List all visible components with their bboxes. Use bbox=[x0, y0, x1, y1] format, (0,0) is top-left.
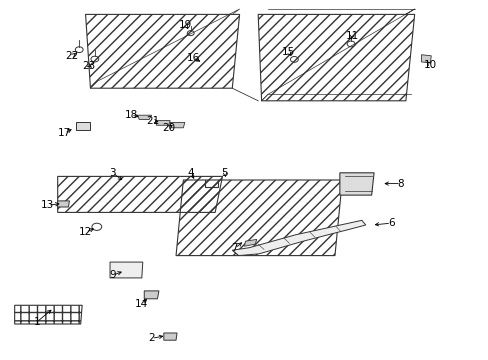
Text: 17: 17 bbox=[58, 128, 71, 138]
Text: 7: 7 bbox=[231, 243, 238, 253]
Polygon shape bbox=[232, 220, 365, 256]
Text: 4: 4 bbox=[187, 168, 194, 178]
Polygon shape bbox=[110, 262, 142, 278]
Polygon shape bbox=[421, 55, 430, 63]
Text: 14: 14 bbox=[135, 299, 148, 309]
Text: 5: 5 bbox=[221, 168, 228, 178]
Polygon shape bbox=[155, 121, 170, 125]
Polygon shape bbox=[163, 333, 177, 340]
Polygon shape bbox=[76, 122, 90, 130]
Text: 21: 21 bbox=[145, 116, 159, 126]
Polygon shape bbox=[244, 239, 256, 246]
Polygon shape bbox=[144, 291, 159, 299]
Text: 8: 8 bbox=[397, 179, 404, 189]
Polygon shape bbox=[170, 122, 184, 128]
Text: 2: 2 bbox=[148, 333, 155, 343]
Text: 15: 15 bbox=[281, 47, 295, 57]
Text: 1: 1 bbox=[33, 317, 40, 327]
Text: 13: 13 bbox=[41, 200, 55, 210]
Text: 19: 19 bbox=[179, 20, 192, 30]
Polygon shape bbox=[137, 115, 151, 120]
Text: 9: 9 bbox=[109, 270, 116, 280]
Text: 20: 20 bbox=[162, 123, 175, 133]
Text: 22: 22 bbox=[65, 51, 79, 61]
Text: 12: 12 bbox=[79, 227, 92, 237]
Text: 10: 10 bbox=[423, 60, 436, 70]
Polygon shape bbox=[58, 201, 69, 207]
Text: 18: 18 bbox=[124, 110, 138, 120]
Text: 23: 23 bbox=[82, 60, 96, 71]
Text: 16: 16 bbox=[186, 53, 200, 63]
Text: 11: 11 bbox=[345, 31, 358, 41]
Polygon shape bbox=[339, 173, 373, 195]
Text: 6: 6 bbox=[387, 218, 394, 228]
Text: 3: 3 bbox=[109, 168, 116, 178]
